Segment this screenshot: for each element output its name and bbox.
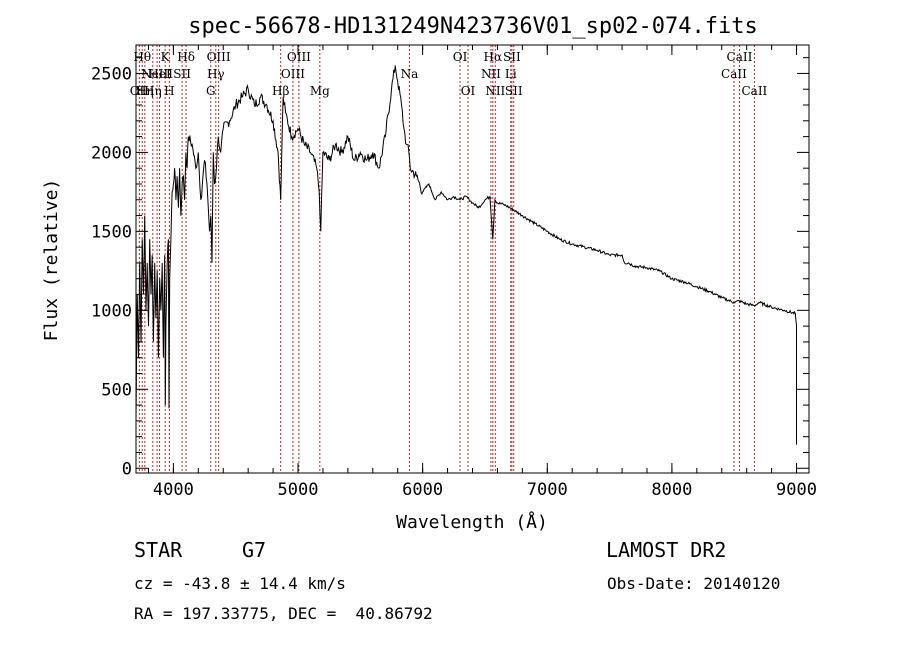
line-label-10: G bbox=[206, 84, 216, 98]
y-tick-label-1: 500 bbox=[101, 380, 132, 400]
x-tick-label-2: 6000 bbox=[402, 480, 443, 500]
line-label-8: SII bbox=[173, 67, 191, 81]
line-label-18: OI bbox=[453, 50, 468, 64]
line-label-19: OI bbox=[461, 84, 476, 98]
plot-frame bbox=[135, 44, 810, 474]
spectral-subclass: G7 bbox=[242, 538, 267, 562]
line-label-11: Hγ bbox=[207, 67, 225, 81]
y-tick-label-5: 2500 bbox=[91, 64, 132, 84]
line-label-27: CaII bbox=[727, 50, 753, 64]
line-label-16: Mg bbox=[310, 84, 330, 98]
x-axis-label: Wavelength (Å) bbox=[396, 511, 548, 533]
x-tick-label-1: 5000 bbox=[278, 480, 319, 500]
line-label-3: Hη bbox=[144, 84, 162, 98]
line-label-17: Na bbox=[401, 67, 419, 81]
y-tick-label-0: 0 bbox=[122, 459, 132, 479]
survey-name: LAMOST DR2 bbox=[606, 538, 727, 562]
y-tick-label-2: 1000 bbox=[91, 301, 132, 321]
line-label-21: Hα bbox=[484, 50, 503, 64]
object-type: STAR bbox=[134, 538, 183, 562]
line-label-22: NII bbox=[485, 84, 505, 98]
y-axis-label: Flux (relative) bbox=[41, 179, 62, 342]
x-tick-label-4: 8000 bbox=[651, 480, 692, 500]
line-label-24: SII bbox=[503, 50, 521, 64]
coordinates-readout: RA = 197.33775, DEC = 40.86792 bbox=[134, 604, 433, 623]
line-label-20: NII bbox=[481, 67, 501, 81]
line-label-12: OIII bbox=[207, 50, 231, 64]
x-tick-label-5: 9000 bbox=[776, 480, 817, 500]
line-label-28: CaII bbox=[741, 84, 767, 98]
redshift-readout: cz = -43.8 ± 14.4 km/s bbox=[134, 574, 346, 593]
line-label-23: Li bbox=[505, 67, 517, 81]
observation-date: Obs-Date: 20140120 bbox=[607, 574, 781, 593]
line-label-13: Hβ bbox=[272, 84, 289, 98]
x-axis-ticks: 4000 5000 6000 7000 8000 9000 bbox=[147, 45, 817, 500]
line-label-25: SII bbox=[505, 84, 523, 98]
spectrum-line bbox=[135, 65, 797, 445]
line-label-0: OII bbox=[130, 84, 150, 98]
chart-title: spec-56678-HD131249N423736V01_sp02-074.f… bbox=[188, 14, 758, 39]
line-label-2: Hη bbox=[136, 84, 154, 98]
line-label-15: OIII bbox=[287, 50, 311, 64]
x-tick-label-3: 7000 bbox=[527, 480, 568, 500]
line-label-7: H bbox=[164, 84, 174, 98]
line-label-9: Hδ bbox=[177, 50, 195, 64]
y-tick-label-4: 2000 bbox=[91, 143, 132, 163]
emission-line-markers bbox=[138, 45, 755, 473]
line-label-6: K bbox=[161, 50, 171, 64]
line-label-26: CaII bbox=[721, 67, 747, 81]
line-label-4: NeIII bbox=[141, 67, 173, 81]
line-label-5: HeI bbox=[148, 67, 171, 81]
line-label-1: Hθ bbox=[133, 50, 151, 64]
y-axis-ticks: 0 500 1000 1500 2000 2500 bbox=[91, 57, 809, 479]
y-tick-label-3: 1500 bbox=[91, 222, 132, 242]
x-tick-label-0: 4000 bbox=[153, 480, 194, 500]
line-label-14: OIII bbox=[281, 67, 305, 81]
